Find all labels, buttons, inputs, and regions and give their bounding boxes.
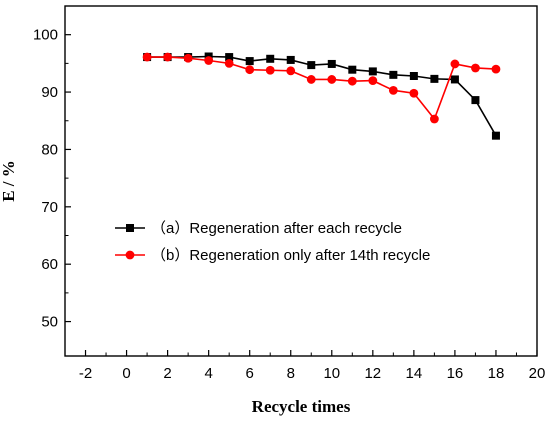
x-tick-label: 12: [364, 365, 381, 382]
y-axis-title: E / %: [0, 160, 18, 202]
y-tick-label: 90: [41, 84, 58, 101]
x-tick-label: 10: [323, 365, 340, 382]
data-point-circle: [450, 59, 460, 69]
y-tick-label: 80: [41, 141, 58, 158]
axes-layer: -2 0 2 4 6 8 10 12 14 16 18 20 50 60 70 80 90 100: [33, 5, 546, 382]
data-point-square: [245, 57, 254, 66]
x-tick-label: 8: [287, 365, 295, 382]
data-point-circle: [265, 65, 275, 75]
x-tick-label: 18: [488, 365, 505, 382]
data-point-square: [368, 67, 377, 76]
data-point-square: [450, 75, 459, 84]
data-point-circle: [306, 75, 316, 84]
data-point-circle: [183, 53, 193, 63]
data-point-circle: [245, 65, 255, 75]
y-tick-label: 70: [41, 199, 58, 216]
data-point-square: [430, 74, 439, 83]
data-point-circle: [142, 52, 152, 62]
x-tick-label: -2: [79, 365, 92, 382]
data-point-circle: [204, 56, 214, 65]
data-point-circle: [327, 75, 337, 84]
data-point-square: [491, 131, 500, 140]
series-b: [142, 52, 501, 124]
y-tick-label: 50: [41, 314, 58, 331]
data-point-circle: [409, 88, 419, 98]
data-point-circle: [286, 66, 296, 76]
data-point-circle: [491, 64, 501, 74]
data-point-circle: [471, 63, 480, 73]
data-point-square: [348, 65, 357, 74]
x-tick-label: 2: [163, 365, 171, 382]
data-point-square: [286, 55, 295, 64]
x-tick-label: 4: [204, 365, 212, 382]
data-point-square: [389, 70, 398, 79]
legend-entry: （a）Regeneration after each recycle: [115, 220, 402, 237]
legend: （a）Regeneration after each recycle （b）Reg…: [115, 220, 430, 264]
data-point-circle: [347, 76, 357, 86]
legend-marker-square: [126, 224, 134, 232]
y-tick-label: 60: [41, 256, 58, 273]
data-point-circle: [368, 76, 378, 85]
data-point-square: [307, 61, 316, 70]
data-point-square: [409, 72, 418, 80]
data-point-circle: [163, 52, 173, 62]
data-point-square: [327, 59, 336, 68]
data-point-circle: [429, 114, 439, 124]
legend-label: （a）Regeneration after each recycle: [151, 220, 402, 237]
y-tick-label: 100: [33, 27, 58, 44]
x-tick-label: 6: [246, 365, 254, 382]
series-line: [147, 56, 497, 121]
x-tick-label: 14: [406, 365, 423, 382]
data-point-square: [471, 96, 480, 105]
data-point-circle: [388, 85, 398, 95]
legend-label: （b）Regeneration only after 14th recycle: [151, 247, 430, 264]
legend-entry: （b）Regeneration only after 14th recycle: [115, 247, 430, 264]
x-tick-label: 20: [529, 365, 546, 382]
plot-frame: [64, 5, 538, 357]
x-tick-label: 16: [447, 365, 464, 382]
series-a: [143, 52, 500, 140]
legend-marker-circle: [125, 250, 135, 260]
data-point-square: [266, 54, 275, 63]
series-layer: [142, 52, 501, 140]
x-axis-title: Recycle times: [252, 397, 351, 416]
data-point-circle: [224, 58, 234, 68]
data-point-square: [225, 53, 234, 62]
x-tick-label: 0: [122, 365, 130, 382]
